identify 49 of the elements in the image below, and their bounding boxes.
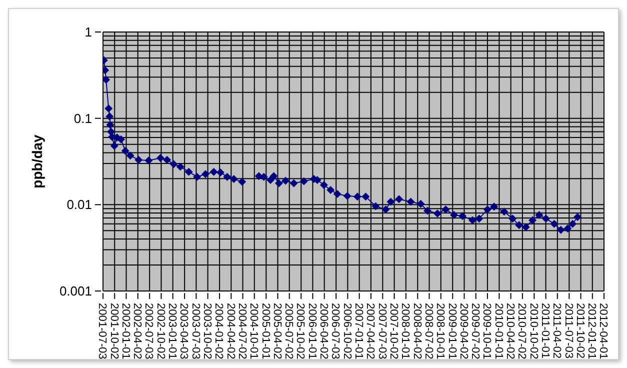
x-tick-label: 2007-01-01 <box>352 303 364 360</box>
x-tick-label: 2005-01-01 <box>259 303 272 360</box>
x-tick-label: 2009-04-02 <box>457 303 470 360</box>
y-tick-label: 1 <box>84 24 92 40</box>
x-tick-label: 2001-07-03 <box>96 303 108 360</box>
x-tick-label: 2011-07-03 <box>562 303 574 358</box>
x-tick-label: 2008-01-01 <box>399 303 412 360</box>
x-tick-label: 2005-07-02 <box>282 303 295 360</box>
x-tick-label: 2008-07-02 <box>422 303 434 360</box>
x-tick-label: 2009-01-01 <box>446 303 458 360</box>
y-tick-label: 0.01 <box>66 197 92 212</box>
x-tick-label: 2007-10-02 <box>387 303 400 360</box>
x-tick-label: 2007-07-03 <box>376 303 388 360</box>
x-tick-label: 2011-10-02 <box>574 303 586 358</box>
x-tick-label: 2003-04-03 <box>178 303 190 360</box>
x-tick-label: 2006-10-02 <box>340 303 353 360</box>
x-tick-label: 2003-07-03 <box>189 303 202 360</box>
x-tick-label: 2005-04-02 <box>270 303 283 360</box>
x-tick-label: 2002-10-02 <box>154 303 166 360</box>
x-tick-label: 2010-10-02 <box>527 303 540 360</box>
x-tick-label: 2008-04-02 <box>410 303 423 360</box>
x-tick-label: 2009-07-02 <box>468 303 481 360</box>
x-tick-label: 2006-01-01 <box>306 303 318 360</box>
x-tick-label: 2011-04-02 <box>550 303 563 358</box>
x-tick-label: 2004-01-02 <box>212 303 225 360</box>
x-tick-label: 2008-10-01 <box>434 303 446 360</box>
x-tick-label: 2004-07-02 <box>236 303 248 360</box>
x-tick-label: 2009-10-01 <box>480 303 493 360</box>
x-tick-label: 2011-01-01 <box>538 303 551 358</box>
x-tick-label: 2003-01-01 <box>166 303 178 360</box>
x-tick-label: 2010-01-01 <box>492 303 504 360</box>
x-tick-label: 2004-10-01 <box>248 303 260 360</box>
y-tick-label: 0.001 <box>59 284 92 299</box>
x-tick-label: 2010-07-02 <box>516 303 528 360</box>
y-tick-label: 0.1 <box>74 110 92 126</box>
x-tick-label: 2002-01-01 <box>119 303 132 360</box>
x-tick-label: 2006-07-03 <box>329 303 342 360</box>
x-tick-label: 2005-10-02 <box>294 303 306 360</box>
x-tick-label: 2001-10-02 <box>108 303 120 360</box>
x-tick-label: 2004-04-02 <box>224 303 236 360</box>
x-tick-label: 2002-04-02 <box>130 303 143 360</box>
y-axis-title: ppb/day <box>28 134 45 188</box>
x-tick-label: 2007-04-02 <box>364 303 376 360</box>
x-tick-label: 2002-07-03 <box>142 303 155 360</box>
x-tick-label: 2012-04-01 <box>597 303 610 360</box>
x-tick-label: 2010-04-02 <box>504 303 516 360</box>
x-tick-label: 2003-10-02 <box>200 303 213 360</box>
x-tick-label: 2012-01-01 <box>586 303 598 360</box>
x-tick-label: 2006-04-02 <box>317 303 330 360</box>
